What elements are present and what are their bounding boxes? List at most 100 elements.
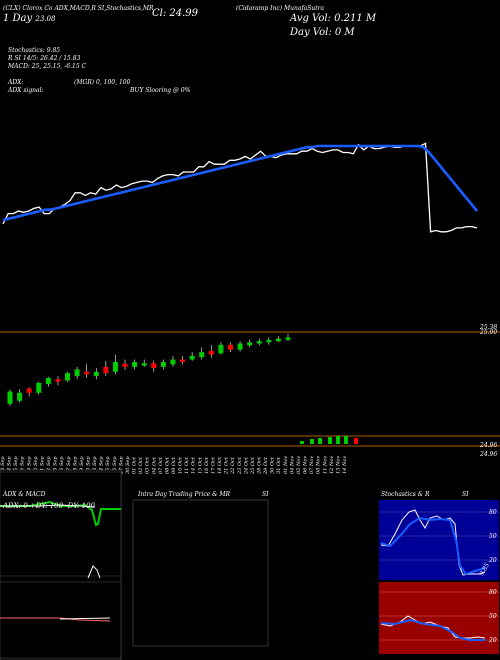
stoch-tick-20: 20 (489, 557, 497, 564)
x-axis-label: 12 Nov (329, 456, 335, 474)
x-axis-label: 07 Oct (158, 456, 164, 474)
candle-body (237, 343, 243, 350)
x-axis-label: 04 Oct (151, 456, 157, 474)
x-axis-label: 09 Sep (26, 456, 32, 474)
candle-body (266, 339, 272, 343)
x-axis-label: 25 Sep (105, 456, 111, 475)
x-axis-label: 11 Oct (184, 456, 190, 474)
timeframe-label: 1 Day (3, 13, 36, 24)
buy-signal: BUY Slooring @ 0% (130, 87, 191, 94)
x-axis-label: 12 Sep (46, 456, 52, 474)
rsi-signal-line (380, 618, 485, 641)
candle-body (227, 344, 233, 350)
volume-bar (354, 438, 358, 444)
x-axis-label: 05 Sep (13, 456, 19, 474)
rsi-readout: R SI 14/5: 26.42 / 15.83 (8, 55, 81, 62)
rsi-bg (379, 582, 499, 654)
x-axis-label: 24 Oct (243, 456, 249, 475)
x-axis-label: 28 Oct (257, 456, 263, 475)
candle-body (103, 366, 109, 374)
price-line (2, 142, 478, 233)
volume-bar (344, 436, 348, 444)
candle-body (160, 362, 166, 367)
x-axis-label: 20 Sep (86, 456, 92, 475)
x-axis-label: 10 Oct (178, 456, 184, 474)
x-axis-label: 04 Sep (7, 456, 13, 474)
x-axis-label: 23 Oct (237, 456, 243, 475)
candle-body (84, 371, 90, 375)
price-lines (2, 142, 479, 233)
intraday-panel-title: Intra Day Trading Price & MR (138, 491, 231, 498)
macd-signal-line (59, 617, 111, 620)
macd-subpanel (0, 581, 122, 659)
moving-average-line (2, 144, 479, 222)
x-axis-label: 13 Sep (53, 456, 59, 474)
x-axis-label: 11 Sep (40, 456, 46, 474)
candle-body (132, 362, 138, 367)
minus-di-line (0, 504, 96, 508)
volume-bar (336, 436, 340, 444)
price-label-top-a: 25.38 (480, 324, 498, 331)
candle-body (285, 337, 291, 340)
stochastics-panel (379, 500, 499, 654)
date-code: 23.08 (35, 15, 56, 23)
adx-panel-title: ADX & MACD (3, 491, 46, 498)
adx-panel-readout: ADX: 0 +DY: 100 -DY: 100 (3, 502, 95, 510)
x-axis-label: 25 Oct (250, 456, 256, 475)
x-axis-label: 04 Nov (289, 456, 295, 474)
price-label-low-b: 24.96 (480, 451, 498, 458)
x-axis-label: 24 Sep (99, 456, 105, 475)
candle-body (93, 371, 99, 377)
candle-body (45, 378, 51, 385)
header-line1-cont: SI,Stochastics,MR (97, 5, 154, 12)
close-price: Cl: 24.99 (152, 8, 199, 19)
candle-body (65, 373, 71, 381)
candle-body (7, 391, 13, 404)
day-volume: Day Vol: 0 M (290, 27, 355, 38)
stochastics-panel-si: SI (462, 491, 469, 498)
stochastics-readout: Stochastics: 9.85 (8, 47, 61, 54)
header-line1: (CLX) Clorox Co ADX,MACD,R (3, 5, 96, 12)
candle-body (112, 362, 118, 372)
candle-body (122, 363, 128, 367)
x-axis-label: 16 Sep (59, 456, 65, 474)
volume-bars (300, 436, 358, 444)
x-axis-label: 31 Oct (276, 456, 282, 474)
x-axis-label: 17 Sep (66, 456, 72, 474)
x-axis-label: 15 Oct (197, 456, 203, 474)
candle-body (141, 363, 147, 366)
x-axis-label: 01 Nov (283, 456, 289, 474)
adx-spike (87, 565, 101, 579)
x-axis-label: 06 Nov (303, 456, 309, 474)
x-axis-label: 17 Oct (211, 456, 217, 474)
rsi-tick-80: 80 (489, 589, 497, 596)
x-axis-label: 30 Sep (125, 456, 131, 474)
volume-bar (300, 441, 304, 444)
candle-body (247, 342, 253, 346)
rsi-tick-20: 20 (489, 637, 497, 644)
x-axis-label: 14 Nov (342, 456, 348, 474)
x-axis-label: 18 Sep (72, 456, 78, 474)
stoch-k-line (380, 509, 486, 576)
chart-title: (Cidaramp Inc) MunafaSutra (236, 5, 325, 12)
x-axis-label: 16 Oct (204, 456, 210, 474)
x-axis-label: 11 Nov (322, 456, 328, 474)
stoch-tick-80: 80 (489, 509, 497, 516)
candle-body (256, 341, 262, 344)
x-axis-label: 08 Oct (164, 456, 170, 474)
candle-body (189, 355, 195, 360)
x-axis-label: 19 Sep (79, 456, 85, 474)
price-label-low-a: 24.96 (480, 442, 498, 449)
adx-panel (0, 469, 122, 660)
mgr-readout: (MGR) 0, 100, 100 (74, 79, 131, 86)
candle-body (208, 350, 214, 355)
adx-readout: ADX: (8, 79, 24, 86)
stoch-d-line (380, 516, 486, 576)
stochastics-panel-title: Stochastics & R (381, 491, 430, 498)
x-axis-label: 14 Oct (191, 456, 197, 474)
rsi-tick-50: 50 (489, 613, 497, 620)
chart-header-line1: (CLX) Clorox Co ADX,MACD,R SI,Stochastic… (3, 5, 154, 12)
stoch-tick-50: 50 (489, 533, 497, 540)
price-label-top-b: 25.00 (480, 329, 498, 336)
